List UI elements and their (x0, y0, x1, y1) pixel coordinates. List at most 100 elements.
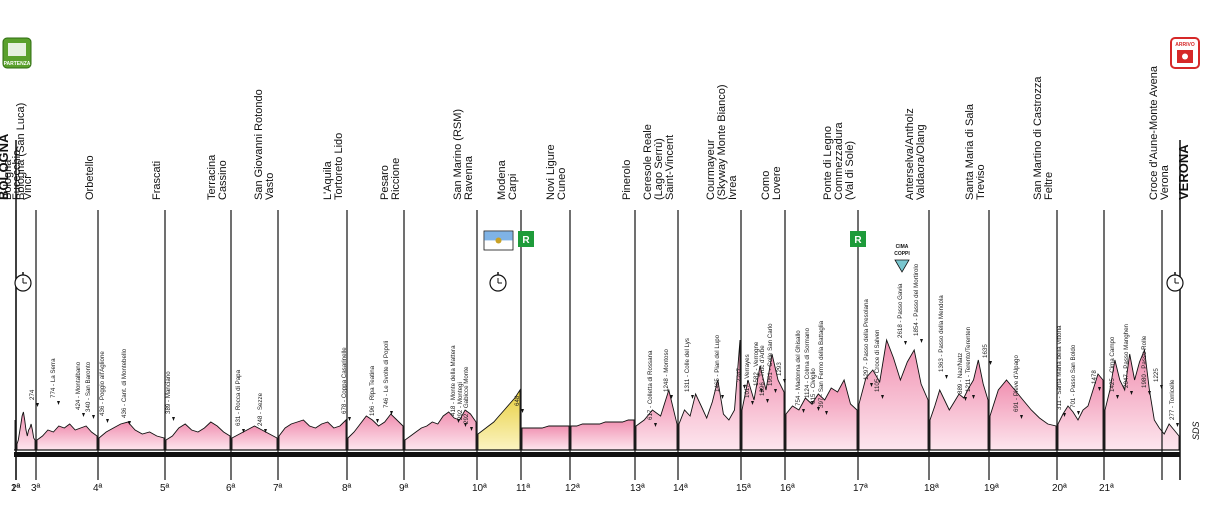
band-strip (14, 452, 1180, 457)
base-band (14, 449, 1180, 457)
city-label: Pinerolo (621, 160, 633, 200)
climb-label: 292 - Gabicce Monte (463, 366, 470, 424)
city-labels: BOLOGNA Bologna (San Luca)BolognaFucecchi… (0, 65, 1191, 200)
stage-profile (635, 388, 678, 451)
stage-number: 9ª (399, 483, 409, 494)
climb-marker-icon (376, 419, 379, 423)
city-label: Modena (496, 159, 508, 200)
climb-label: 701 - Passo San Boldo (1070, 344, 1077, 408)
credit-text: SDS (1191, 421, 1201, 440)
city-label: Tortoreto Lido (333, 133, 345, 200)
city-label: Feltre (1043, 172, 1055, 200)
stage-number: 16ª (780, 483, 795, 494)
climb-marker-icon (1020, 415, 1023, 419)
climb-label: 2618 - Passo Gavia (897, 283, 904, 338)
stage-number: 19ª (984, 483, 999, 494)
stage-profile (785, 378, 858, 451)
san-marino-flag-icon (483, 230, 514, 251)
cima-coppi-line1: CIMA (896, 244, 909, 250)
climb-label: 1225 (1153, 368, 1160, 382)
stage-number: 18ª (924, 483, 939, 494)
stage-number: 14ª (673, 483, 688, 494)
climb-label: 1105 - Croce di Salven (874, 329, 881, 392)
climb-label: 774 - La Serra (50, 358, 57, 398)
climb-label: 1951 - Colle San Carlo (767, 323, 774, 386)
climb-marker-icon (92, 415, 95, 419)
stopwatch-icon (14, 272, 32, 292)
city-label: Anterselva/Antholz (904, 108, 916, 200)
city-label: Bologna (2, 159, 14, 200)
city-label: Pesaro (379, 165, 391, 200)
climb-label: 648 (514, 395, 521, 406)
city-label: Frascati (151, 161, 163, 200)
climb-marker-icon (904, 341, 907, 345)
climb-label: 1124 - Colma di Sormano (804, 327, 811, 398)
climb-label: 2247 (736, 368, 743, 382)
city-label: Bologna (San Luca) (15, 103, 27, 200)
city-label: Orbetello (84, 155, 96, 200)
climb-marker-icon (457, 419, 460, 423)
stage-profile (98, 421, 165, 451)
stage-number: 1ª (11, 483, 21, 494)
city-label: Courmayeur (705, 139, 717, 200)
climb-label: 1293 (776, 362, 783, 376)
climb-marker-icon (920, 339, 923, 343)
stage-number: 8ª (342, 483, 352, 494)
climb-marker-icon (470, 427, 473, 431)
stage-number: 5ª (160, 483, 170, 494)
climb-label: 1363 - Passo della Mendola (938, 295, 945, 372)
climb-marker-icon (1130, 391, 1133, 395)
climb-label: 389 - Manciano (165, 371, 172, 414)
flag-icon (8, 43, 26, 56)
climb-label: 1582 - Verrogne (753, 341, 760, 386)
climb-marker-icon (870, 383, 873, 387)
city-label: Ravenna (463, 155, 475, 200)
climb-label: 1635 (982, 344, 989, 358)
climb-marker-icon (1160, 385, 1163, 389)
city-label: San Marino (RSM) (452, 109, 464, 200)
climb-label: 397 - San Fermo della Battaglia (818, 320, 825, 408)
climb-marker-icon (766, 399, 769, 403)
city-label: Como (760, 171, 772, 200)
stage-number: 6ª (226, 483, 236, 494)
climb-marker-icon (1098, 387, 1101, 391)
climb-label: 691 - Pieve d'Alpago (1013, 355, 1020, 412)
climb-marker-icon (390, 411, 393, 415)
stage-profile (477, 388, 521, 451)
stage-profile (521, 425, 570, 451)
climb-label: 1465 - Pian del Lupo (714, 334, 721, 392)
stage-profile (570, 419, 635, 451)
rest-day-icon: R (518, 231, 534, 247)
city-label: Novi Ligure (545, 144, 557, 200)
svg-text:R: R (854, 235, 862, 246)
climb-label: 196 - Ripa Teatina (369, 365, 376, 416)
climb-marker-icon (811, 401, 814, 405)
stage-profile (929, 359, 989, 451)
climb-marker-icon (881, 395, 884, 399)
city-label: L'Aquila (322, 160, 334, 200)
climb-marker-icon (721, 395, 724, 399)
city-label: Ivrea (727, 175, 739, 200)
climb-label: 1425 - Cima Campo (1109, 336, 1116, 392)
start-badge-text: PARTENZA (4, 61, 31, 67)
climb-label: 274 (29, 389, 36, 400)
climb-marker-icon (521, 409, 524, 413)
city-label: BOLOGNA (0, 133, 11, 200)
city-label: Lovere (771, 166, 783, 200)
stage-number: 15ª (736, 483, 751, 494)
climb-marker-icon (1116, 395, 1119, 399)
stage-number: 10ª (472, 483, 487, 494)
climb-label: 1296 - Truc d'Arbe (759, 345, 766, 396)
climb-marker-icon (464, 423, 467, 427)
climb-marker-icon (36, 403, 39, 407)
climb-marker-icon (989, 361, 992, 365)
climb-label: 754 - Madonna del Ghisallo (795, 330, 802, 406)
climb-label: 311 - Santa Maria della Vittoria (1056, 325, 1063, 410)
climb-marker-icon (743, 385, 746, 389)
climb-label: 631 - Rocca di Papa (235, 369, 242, 426)
city-label: Vasto (264, 173, 276, 200)
climb-label: 678 - Coppa Casarinelle (341, 347, 348, 414)
stage-number: 2ª (11, 483, 21, 494)
svg-text:R: R (522, 235, 530, 246)
